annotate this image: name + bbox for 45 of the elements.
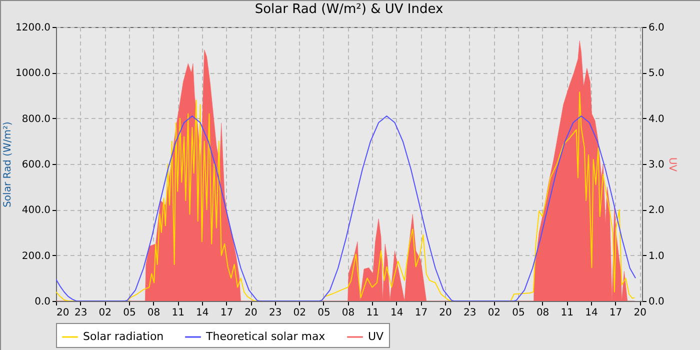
y-axis-title: Solar Rad (W/m²) xyxy=(2,121,14,208)
y-tick-label: 1200.0 xyxy=(16,22,50,34)
x-tick-label: 11 xyxy=(560,308,574,318)
x-tick-label: 08 xyxy=(536,308,550,318)
x-tick-label: 17 xyxy=(414,308,428,318)
x-tick-label: 20 xyxy=(634,308,646,318)
y-tick-label: 200.0 xyxy=(22,250,50,262)
x-tick-label: 02 xyxy=(293,308,306,318)
x-tick-label: 14 xyxy=(390,308,404,318)
y2-tick-label: 4.0 xyxy=(648,114,664,125)
y-tick-label: 1000.0 xyxy=(16,68,50,80)
y-tick-label: 400.0 xyxy=(22,205,50,216)
y2-tick-label: 5.0 xyxy=(648,68,664,80)
x-tick-label: 05 xyxy=(123,308,136,318)
x-tick-label: 20 xyxy=(56,308,70,318)
x-tick-label: 23 xyxy=(463,308,476,318)
y2-axis-title: UV xyxy=(666,157,678,172)
x-tick-label: 05 xyxy=(512,308,525,318)
y2-tick-label: 6.0 xyxy=(648,22,664,34)
y-tick-label: 0.0 xyxy=(34,296,50,308)
y2-tick-label: 3.0 xyxy=(648,160,664,170)
x-tick-label: 17 xyxy=(609,308,622,318)
legend-label: Solar radiation xyxy=(83,330,164,343)
y-tick-label: 800.0 xyxy=(22,114,50,125)
x-tick-label: 23 xyxy=(268,308,282,318)
chart-title: Solar Rad (W/m²) & UV Index xyxy=(254,2,444,17)
x-tick-label: 08 xyxy=(342,308,355,318)
y2-tick-label: 1.0 xyxy=(648,250,664,262)
x-tick-label: 08 xyxy=(147,308,160,318)
x-tick-label: 20 xyxy=(439,308,452,318)
legend-label: UV xyxy=(368,330,384,343)
x-tick-label: 17 xyxy=(220,308,234,318)
x-tick-label: 23 xyxy=(74,308,88,318)
x-tick-label: 11 xyxy=(366,308,379,318)
y2-tick-label: 2.0 xyxy=(648,205,664,216)
legend-label: Theoretical solar max xyxy=(205,330,326,343)
x-tick-label: 14 xyxy=(585,308,598,318)
x-tick-label: 02 xyxy=(488,308,501,318)
x-tick-label: 14 xyxy=(196,308,209,318)
x-tick-label: 02 xyxy=(98,308,112,318)
y-tick-label: 600.0 xyxy=(22,160,50,170)
y2-tick-label: 0.0 xyxy=(648,296,664,308)
x-tick-label: 20 xyxy=(244,308,258,318)
x-tick-label: 11 xyxy=(172,308,184,318)
x-tick-label: 05 xyxy=(318,308,330,318)
